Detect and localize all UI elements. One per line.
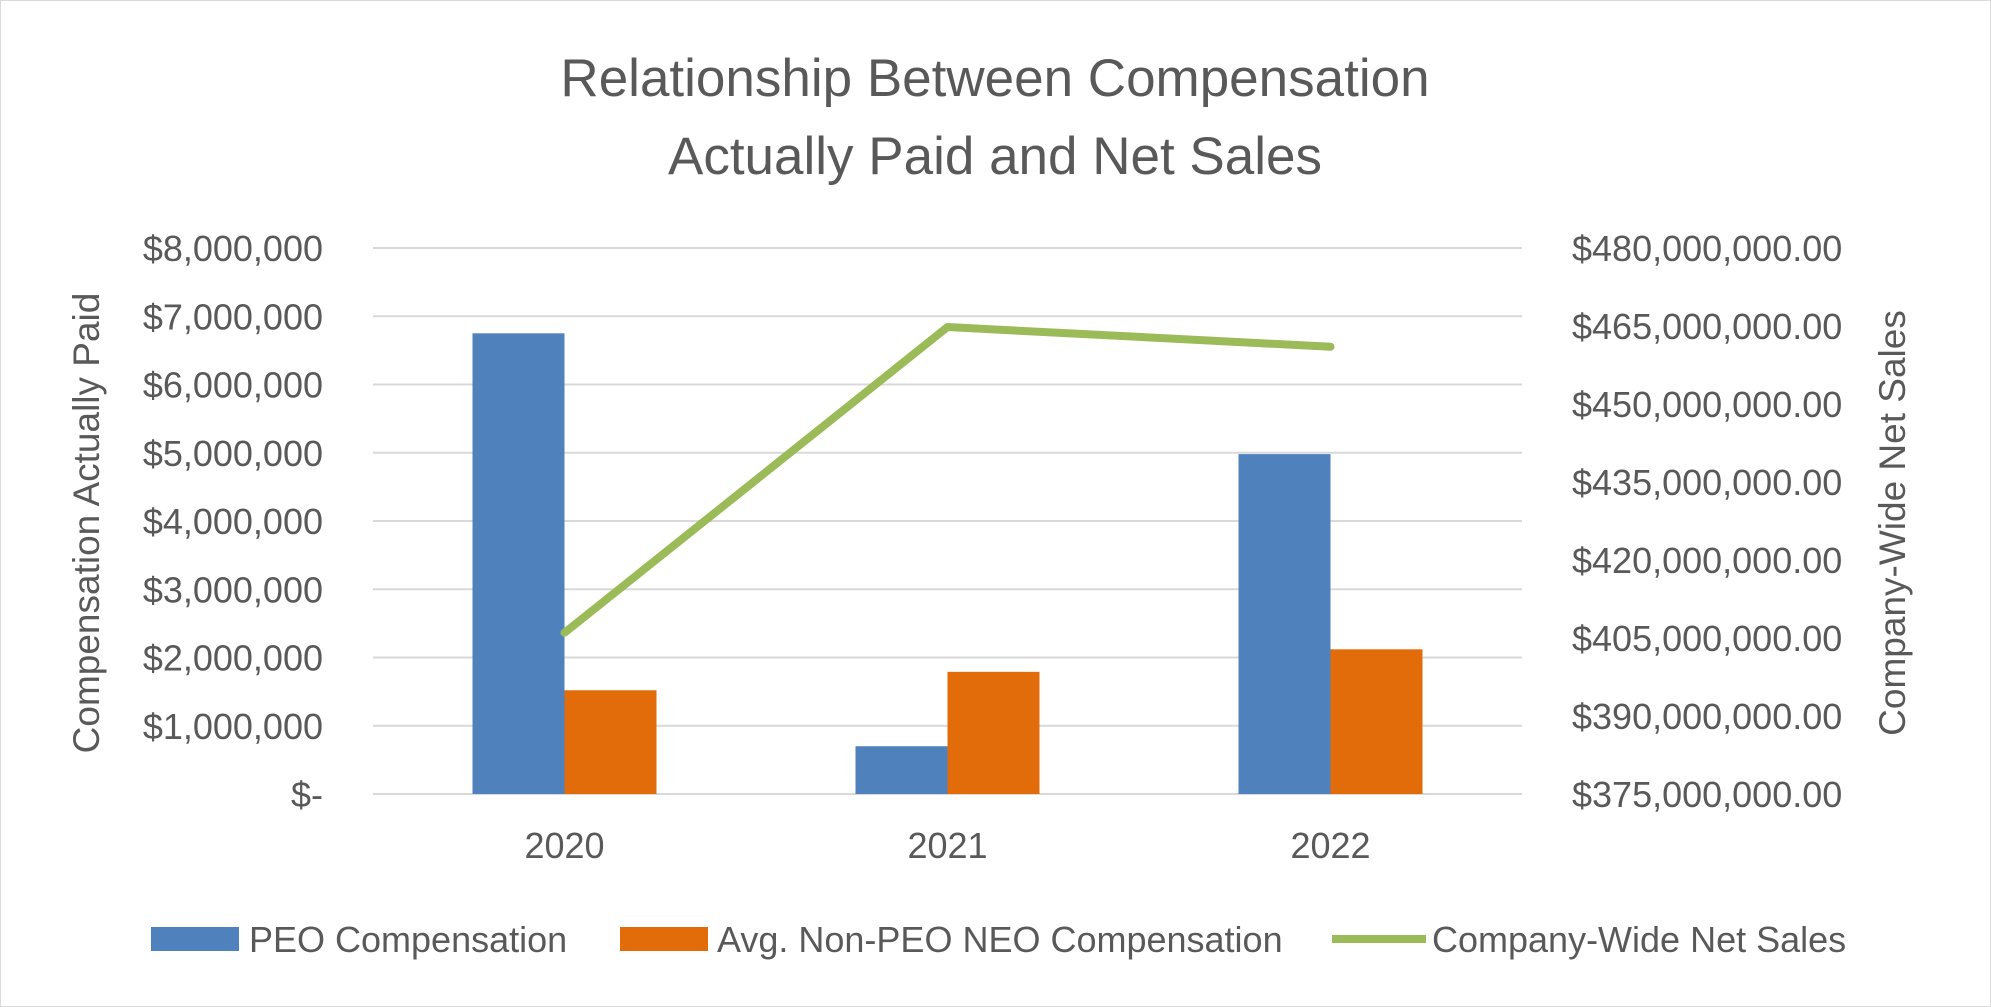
right-axis-ticks: $480,000,000.00 $465,000,000.00 $450,000,0… [1572, 228, 1842, 815]
y2-tick-label: $420,000,000.00 [1572, 540, 1842, 581]
y-axis-title: Compensation Actually Paid [66, 293, 107, 754]
y2-axis-title: Company-Wide Net Sales [1872, 310, 1913, 736]
y2-tick-label: $465,000,000.00 [1572, 306, 1842, 347]
y2-tick-label: $480,000,000.00 [1572, 228, 1842, 269]
bars [472, 333, 1423, 794]
bar-peo-compensation-2022 [1238, 454, 1331, 794]
bar-peo-compensation-2020 [472, 333, 565, 794]
legend-key [151, 927, 239, 951]
chart-title-line-1: Relationship Between Compensation [560, 49, 1429, 108]
y-tick-label: $2,000,000 [143, 638, 323, 679]
x-tick-label: 2020 [524, 825, 604, 866]
legend-label: Avg. Non-PEO NEO Compensation [717, 919, 1283, 960]
y-tick-label: $3,000,000 [143, 569, 323, 610]
y-tick-label: $6,000,000 [143, 365, 323, 406]
y-tick-label: $- [291, 774, 323, 815]
bar-peo-compensation-2021 [855, 746, 948, 794]
left-axis-ticks: $8,000,000 $7,000,000 $6,000,000 $5,000,000… [143, 228, 323, 815]
y-tick-label: $4,000,000 [143, 501, 323, 542]
legend: PEO Compensation Avg. Non-PEO NEO Compens… [151, 919, 1846, 960]
line-company-wide-net-sales [560, 323, 1335, 637]
chart-title-line-2: Actually Paid and Net Sales [668, 127, 1322, 186]
y2-tick-label: $375,000,000.00 [1572, 774, 1842, 815]
y-tick-label: $8,000,000 [143, 228, 323, 269]
y2-tick-label: $435,000,000.00 [1572, 462, 1842, 503]
legend-label: Company-Wide Net Sales [1432, 919, 1846, 960]
y2-tick-label: $390,000,000.00 [1572, 696, 1842, 737]
x-tick-label: 2021 [907, 825, 987, 866]
bar-avg-non-peo-neo-compensation-2022 [1330, 649, 1423, 794]
line-series [560, 323, 1335, 637]
x-axis-ticks: 2020 2021 2022 [524, 825, 1370, 866]
legend-label: PEO Compensation [249, 919, 567, 960]
y2-tick-label: $405,000,000.00 [1572, 618, 1842, 659]
x-tick-label: 2022 [1290, 825, 1370, 866]
y-tick-label: $7,000,000 [143, 296, 323, 337]
y2-tick-label: $450,000,000.00 [1572, 384, 1842, 425]
bar-avg-non-peo-neo-compensation-2021 [947, 671, 1040, 794]
legend-key [620, 927, 708, 951]
chart-title: Relationship Between Compensation Actual… [560, 49, 1429, 186]
bar-avg-non-peo-neo-compensation-2020 [564, 690, 657, 794]
y-tick-label: $1,000,000 [143, 706, 323, 747]
y-tick-label: $5,000,000 [143, 433, 323, 474]
